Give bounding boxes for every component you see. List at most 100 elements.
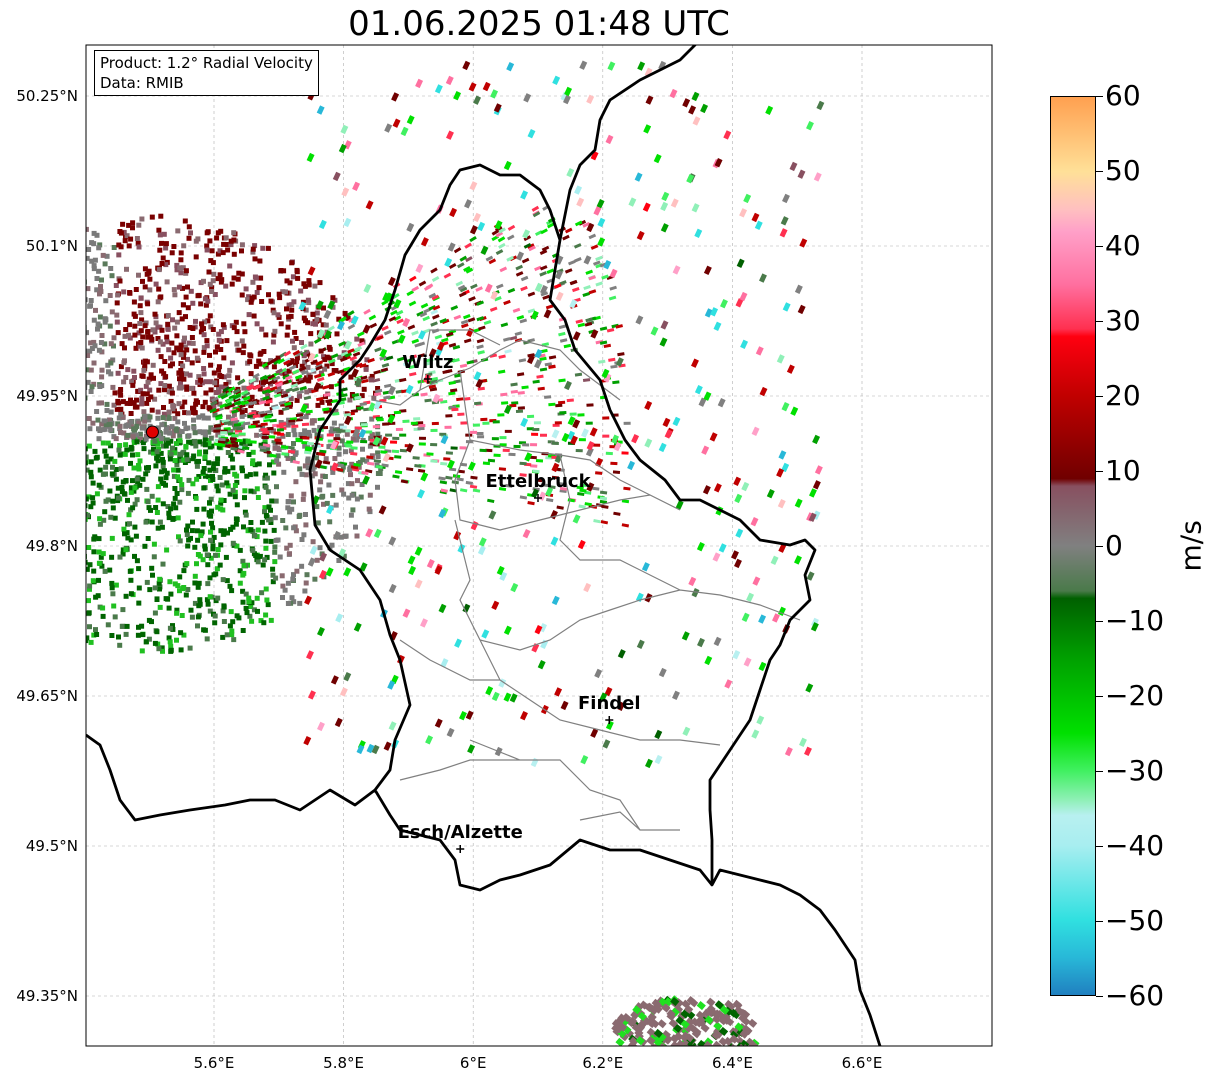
echo-cell (333, 408, 339, 414)
echo-cell (143, 436, 149, 442)
echo-cell (365, 200, 374, 210)
echo-cell (301, 315, 307, 321)
echo-cell (326, 482, 332, 488)
echo-cell (361, 386, 367, 392)
echo-cell (149, 407, 155, 413)
echo-cell (246, 294, 252, 300)
echo-cell (281, 452, 289, 457)
echo-cell (3, 456, 8, 461)
echo-cell (99, 374, 105, 380)
echo-cell (805, 683, 814, 693)
echo-cell (29, 472, 34, 477)
echo-cell (278, 268, 284, 273)
echo-cell (307, 388, 313, 394)
echo-cell (360, 423, 369, 427)
echo-cell (713, 321, 722, 331)
echo-cell (661, 1003, 671, 1013)
echo-cell (110, 505, 116, 511)
echo-cell (77, 532, 82, 537)
echo-cell (212, 292, 218, 297)
echo-cell (88, 504, 94, 510)
colorbar-tick-mark (1096, 846, 1103, 847)
echo-cell (170, 317, 175, 323)
echo-cell (539, 623, 548, 633)
echo-cell (54, 366, 59, 371)
echo-cell (31, 568, 36, 573)
echo-cell (278, 409, 284, 415)
echo-cell (163, 374, 169, 380)
echo-cell (221, 604, 227, 610)
echo-cell (90, 420, 96, 426)
echo-cell (170, 623, 175, 629)
echo-cell (147, 414, 153, 420)
echo-cell (376, 335, 384, 341)
echo-cell (38, 449, 43, 454)
echo-cell (529, 455, 537, 460)
echo-cell (0, 557, 2, 562)
echo-cell (305, 351, 311, 357)
echo-cell (804, 746, 812, 756)
echo-cell (381, 362, 390, 368)
echo-cell (388, 316, 397, 322)
echo-cell (160, 459, 166, 465)
echo-cell (310, 418, 315, 424)
echo-cell (246, 452, 252, 457)
echo-cell (117, 443, 123, 448)
echo-cell (280, 595, 285, 600)
echo-cell (329, 426, 335, 432)
echo-cell (8, 522, 13, 527)
echo-cell (45, 521, 50, 526)
echo-cell (523, 340, 531, 345)
echo-cell (240, 424, 246, 430)
echo-cell (48, 446, 53, 451)
echo-cell (22, 576, 27, 581)
echo-cell (113, 283, 119, 288)
echo-cell (409, 354, 418, 360)
echo-cell (586, 403, 594, 407)
echo-cell (534, 624, 543, 635)
echo-cell (322, 474, 328, 479)
echo-cell (410, 421, 418, 425)
echo-cell (75, 369, 80, 374)
echo-cell (151, 554, 157, 560)
echo-cell (146, 636, 152, 642)
echo-cell (558, 378, 566, 383)
echo-cell (289, 595, 295, 601)
echo-cell (161, 411, 167, 417)
echo-cell (190, 326, 196, 331)
echo-cell (349, 492, 355, 498)
echo-cell (152, 311, 158, 317)
echo-cell (288, 493, 294, 499)
echo-cell (367, 492, 373, 498)
echo-cell (294, 568, 300, 574)
echo-cell (177, 432, 183, 438)
echo-cell (306, 152, 315, 163)
echo-cell (179, 613, 185, 618)
echo-cell (579, 60, 588, 70)
echo-cell (201, 349, 207, 355)
echo-cell (312, 283, 318, 289)
echo-cell (316, 396, 324, 402)
echo-cell (572, 419, 581, 429)
echo-cell (66, 521, 71, 526)
echo-cell (296, 379, 305, 385)
echo-cell (158, 436, 164, 442)
echo-cell (506, 255, 514, 262)
echo-cell (512, 307, 521, 313)
echo-cell (539, 433, 547, 437)
echo-cell (248, 425, 256, 429)
echo-cell (50, 294, 55, 299)
echo-cell (527, 354, 535, 365)
echo-cell (5, 515, 10, 520)
echo-cell (615, 324, 623, 329)
echo-cell (186, 433, 192, 439)
echo-cell (338, 341, 346, 347)
echo-cell (17, 286, 22, 291)
echo-cell (59, 469, 64, 474)
echo-cell (177, 477, 183, 483)
echo-cell (758, 661, 767, 672)
echo-cell (523, 242, 532, 249)
echo-cell (181, 568, 187, 574)
echo-cell (165, 440, 171, 446)
colorbar-tick-label: −40 (1105, 829, 1165, 862)
